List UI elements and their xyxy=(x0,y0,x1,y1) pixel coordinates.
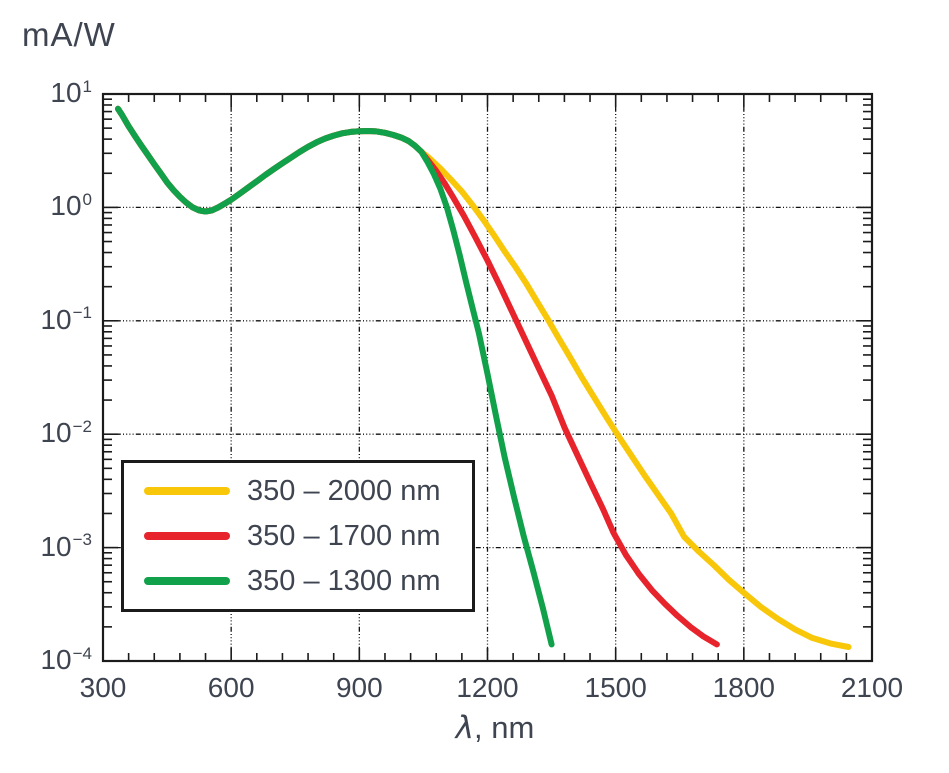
legend-item-2: 350 – 1300 nm xyxy=(144,564,472,597)
legend-swatch-0 xyxy=(144,487,230,495)
x-tick-label-300: 300 xyxy=(79,672,127,703)
x-tick-label-1200: 1200 xyxy=(456,672,519,703)
legend-item-0: 350 – 2000 nm xyxy=(144,474,472,507)
x-axis-unit-text: , nm xyxy=(474,710,535,745)
axis-ticks xyxy=(102,93,873,662)
y-tick-label-10e1: 101 xyxy=(50,76,92,108)
x-axis-label: λ, nm xyxy=(400,710,590,746)
y-tick-label-10e-2: 10−2 xyxy=(40,416,92,449)
legend-box: 350 – 2000 nm 350 – 1700 nm 350 – 1300 nm xyxy=(121,460,475,612)
x-tick-label-900: 900 xyxy=(335,672,383,703)
x-tick-label-600: 600 xyxy=(207,672,255,703)
legend-label-0: 350 – 2000 nm xyxy=(247,474,441,507)
curve-350-1300-nm xyxy=(115,105,555,648)
y-tick-label-10e0: 100 xyxy=(50,190,92,222)
lambda-symbol: λ xyxy=(455,710,475,746)
legend-swatch-1 xyxy=(144,532,230,540)
x-tick-label-1800: 1800 xyxy=(712,672,775,703)
y-tick-label-10e-1: 10−1 xyxy=(40,303,92,335)
y-axis-unit-label: mA/W xyxy=(22,16,116,53)
y-tick-label-10e-4: 10−4 xyxy=(40,643,92,675)
x-tick-label-2100: 2100 xyxy=(840,672,904,703)
legend-label-2: 350 – 1300 nm xyxy=(247,564,441,597)
gridlines xyxy=(103,94,872,661)
plot-border xyxy=(101,92,874,663)
legend-label-1: 350 – 1700 nm xyxy=(247,519,441,552)
legend-item-1: 350 – 1700 nm xyxy=(144,519,472,552)
x-tick-label-1500: 1500 xyxy=(584,672,647,703)
curves xyxy=(115,105,852,650)
y-tick-label-10e-3: 10−3 xyxy=(40,530,92,562)
legend-swatch-2 xyxy=(144,577,230,585)
